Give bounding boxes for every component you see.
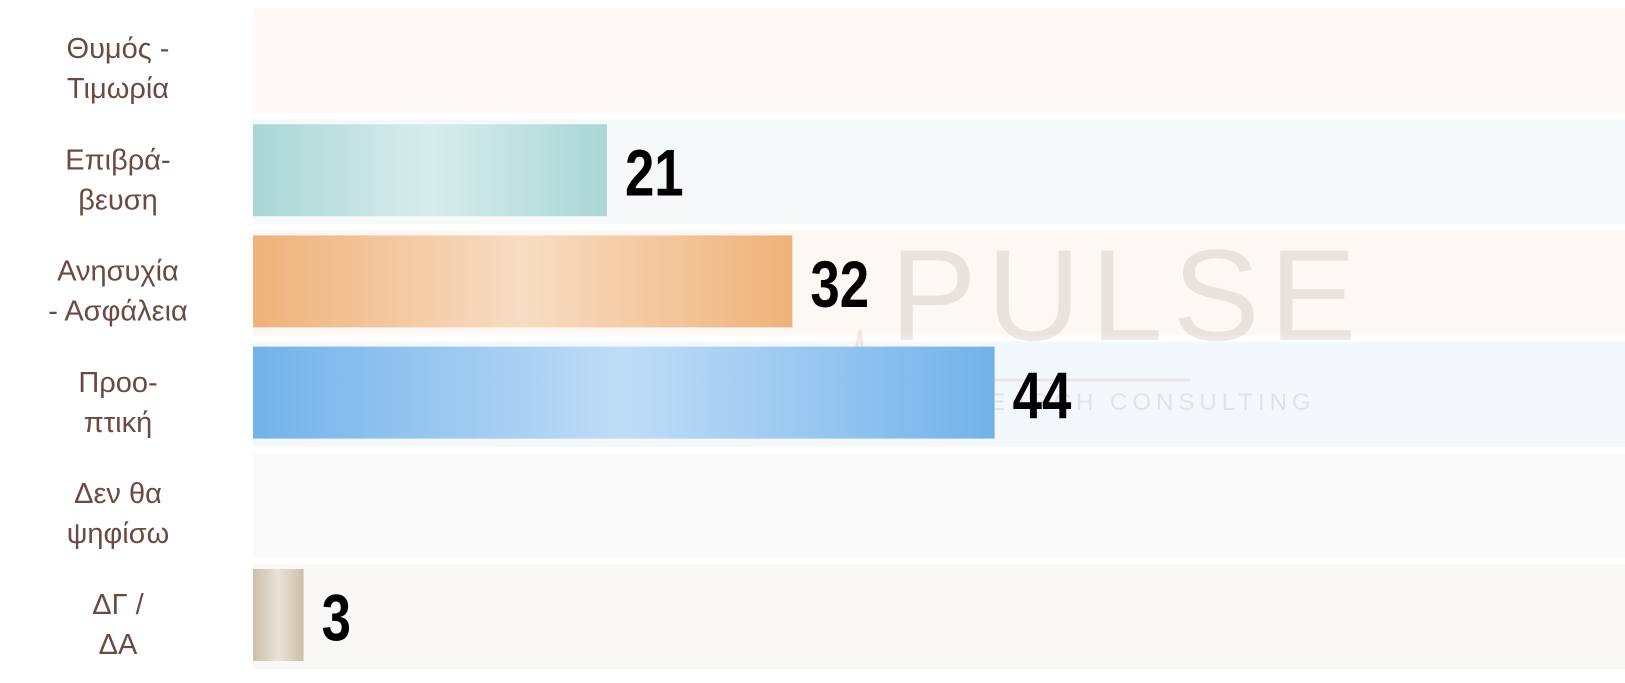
- category-label: Θυμός -: [67, 33, 170, 65]
- bar: [253, 569, 304, 661]
- value-label: 32: [810, 247, 869, 321]
- category-label: πτική: [84, 407, 153, 439]
- category-label: Ανησυχία: [57, 256, 179, 288]
- value-label: 3: [322, 581, 351, 655]
- category-label: βευση: [78, 184, 158, 216]
- value-label: 44: [1013, 358, 1072, 432]
- bar: [253, 235, 793, 328]
- category-label: Προο-: [78, 367, 157, 399]
- row-background: [253, 8, 1625, 113]
- bar: [253, 124, 607, 217]
- category-label: Δεν θα: [74, 478, 162, 510]
- value-label: 21: [625, 136, 684, 210]
- row-background: [253, 564, 1625, 669]
- category-label: ΔΑ: [99, 629, 138, 661]
- category-label: Τιμωρία: [67, 73, 169, 105]
- category-label: Επιβρά-: [65, 144, 170, 176]
- category-label: - Ασφάλεια: [48, 296, 188, 328]
- bar: [253, 346, 995, 439]
- watermark-title: PULSE: [890, 222, 1366, 368]
- row-background: [253, 452, 1625, 558]
- category-label: ΔΓ /: [92, 589, 144, 621]
- category-label: ψηφίσω: [67, 518, 170, 550]
